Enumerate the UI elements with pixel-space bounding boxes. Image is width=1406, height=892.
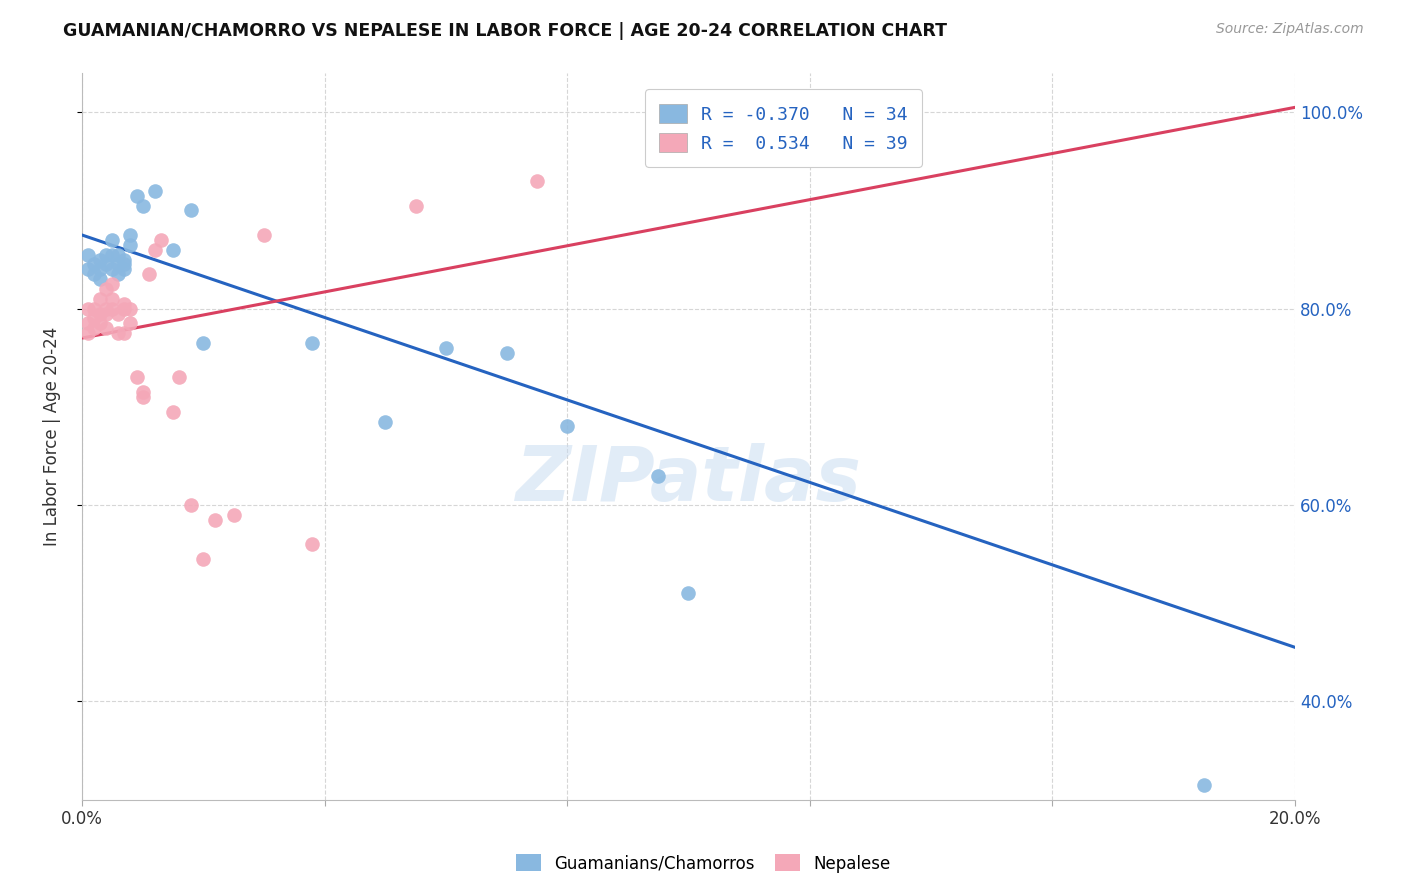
Point — [222, 508, 245, 522]
Text: ZIPatlas: ZIPatlas — [516, 442, 862, 516]
Point — [89, 262, 111, 277]
Point — [89, 316, 111, 330]
Point — [107, 247, 129, 261]
Point — [89, 252, 111, 267]
Point — [495, 346, 517, 360]
Point — [162, 405, 184, 419]
Point — [131, 198, 153, 212]
Point — [149, 233, 172, 247]
Point — [120, 227, 142, 242]
Point — [193, 336, 215, 351]
Point — [555, 419, 578, 434]
Point — [107, 267, 129, 281]
Point — [107, 326, 129, 340]
Point — [107, 306, 129, 320]
Point — [101, 233, 124, 247]
Point — [112, 257, 135, 271]
Y-axis label: In Labor Force | Age 20-24: In Labor Force | Age 20-24 — [44, 326, 60, 546]
Point — [253, 227, 276, 242]
Point — [112, 296, 135, 310]
Point — [96, 321, 118, 335]
Point — [77, 262, 100, 277]
Text: GUAMANIAN/CHAMORRO VS NEPALESE IN LABOR FORCE | AGE 20-24 CORRELATION CHART: GUAMANIAN/CHAMORRO VS NEPALESE IN LABOR … — [63, 22, 948, 40]
Point — [131, 385, 153, 400]
Point — [89, 272, 111, 286]
Point — [107, 257, 129, 271]
Point — [96, 257, 118, 271]
Point — [101, 277, 124, 291]
Legend: Guamanians/Chamorros, Nepalese: Guamanians/Chamorros, Nepalese — [509, 847, 897, 880]
Point — [125, 370, 148, 384]
Point — [301, 537, 323, 551]
Point — [120, 316, 142, 330]
Text: Source: ZipAtlas.com: Source: ZipAtlas.com — [1216, 22, 1364, 37]
Point — [83, 321, 105, 335]
Point — [77, 316, 100, 330]
Point — [374, 415, 396, 429]
Point — [83, 301, 105, 316]
Point — [83, 311, 105, 326]
Point — [112, 262, 135, 277]
Point — [77, 301, 100, 316]
Point — [101, 301, 124, 316]
Point — [405, 198, 427, 212]
Point — [101, 292, 124, 306]
Point — [96, 282, 118, 296]
Point — [112, 252, 135, 267]
Point — [162, 243, 184, 257]
Point — [204, 513, 226, 527]
Point — [138, 267, 160, 281]
Legend: R = -0.370   N = 34, R =  0.534   N = 39: R = -0.370 N = 34, R = 0.534 N = 39 — [645, 89, 922, 167]
Point — [526, 174, 548, 188]
Point — [301, 336, 323, 351]
Point — [101, 247, 124, 261]
Point — [125, 188, 148, 202]
Point — [434, 341, 457, 355]
Point — [96, 247, 118, 261]
Point — [112, 301, 135, 316]
Point — [120, 237, 142, 252]
Point — [77, 326, 100, 340]
Point — [180, 203, 202, 218]
Point — [1192, 778, 1215, 792]
Point — [96, 306, 118, 320]
Point — [83, 267, 105, 281]
Point — [143, 243, 166, 257]
Point — [678, 586, 700, 600]
Point — [83, 257, 105, 271]
Point — [112, 326, 135, 340]
Point — [77, 247, 100, 261]
Point — [193, 552, 215, 566]
Point — [101, 262, 124, 277]
Point — [120, 301, 142, 316]
Point — [89, 306, 111, 320]
Point — [167, 370, 190, 384]
Point — [131, 390, 153, 404]
Point — [180, 498, 202, 512]
Point — [96, 301, 118, 316]
Point — [89, 292, 111, 306]
Point — [143, 184, 166, 198]
Point — [647, 468, 669, 483]
